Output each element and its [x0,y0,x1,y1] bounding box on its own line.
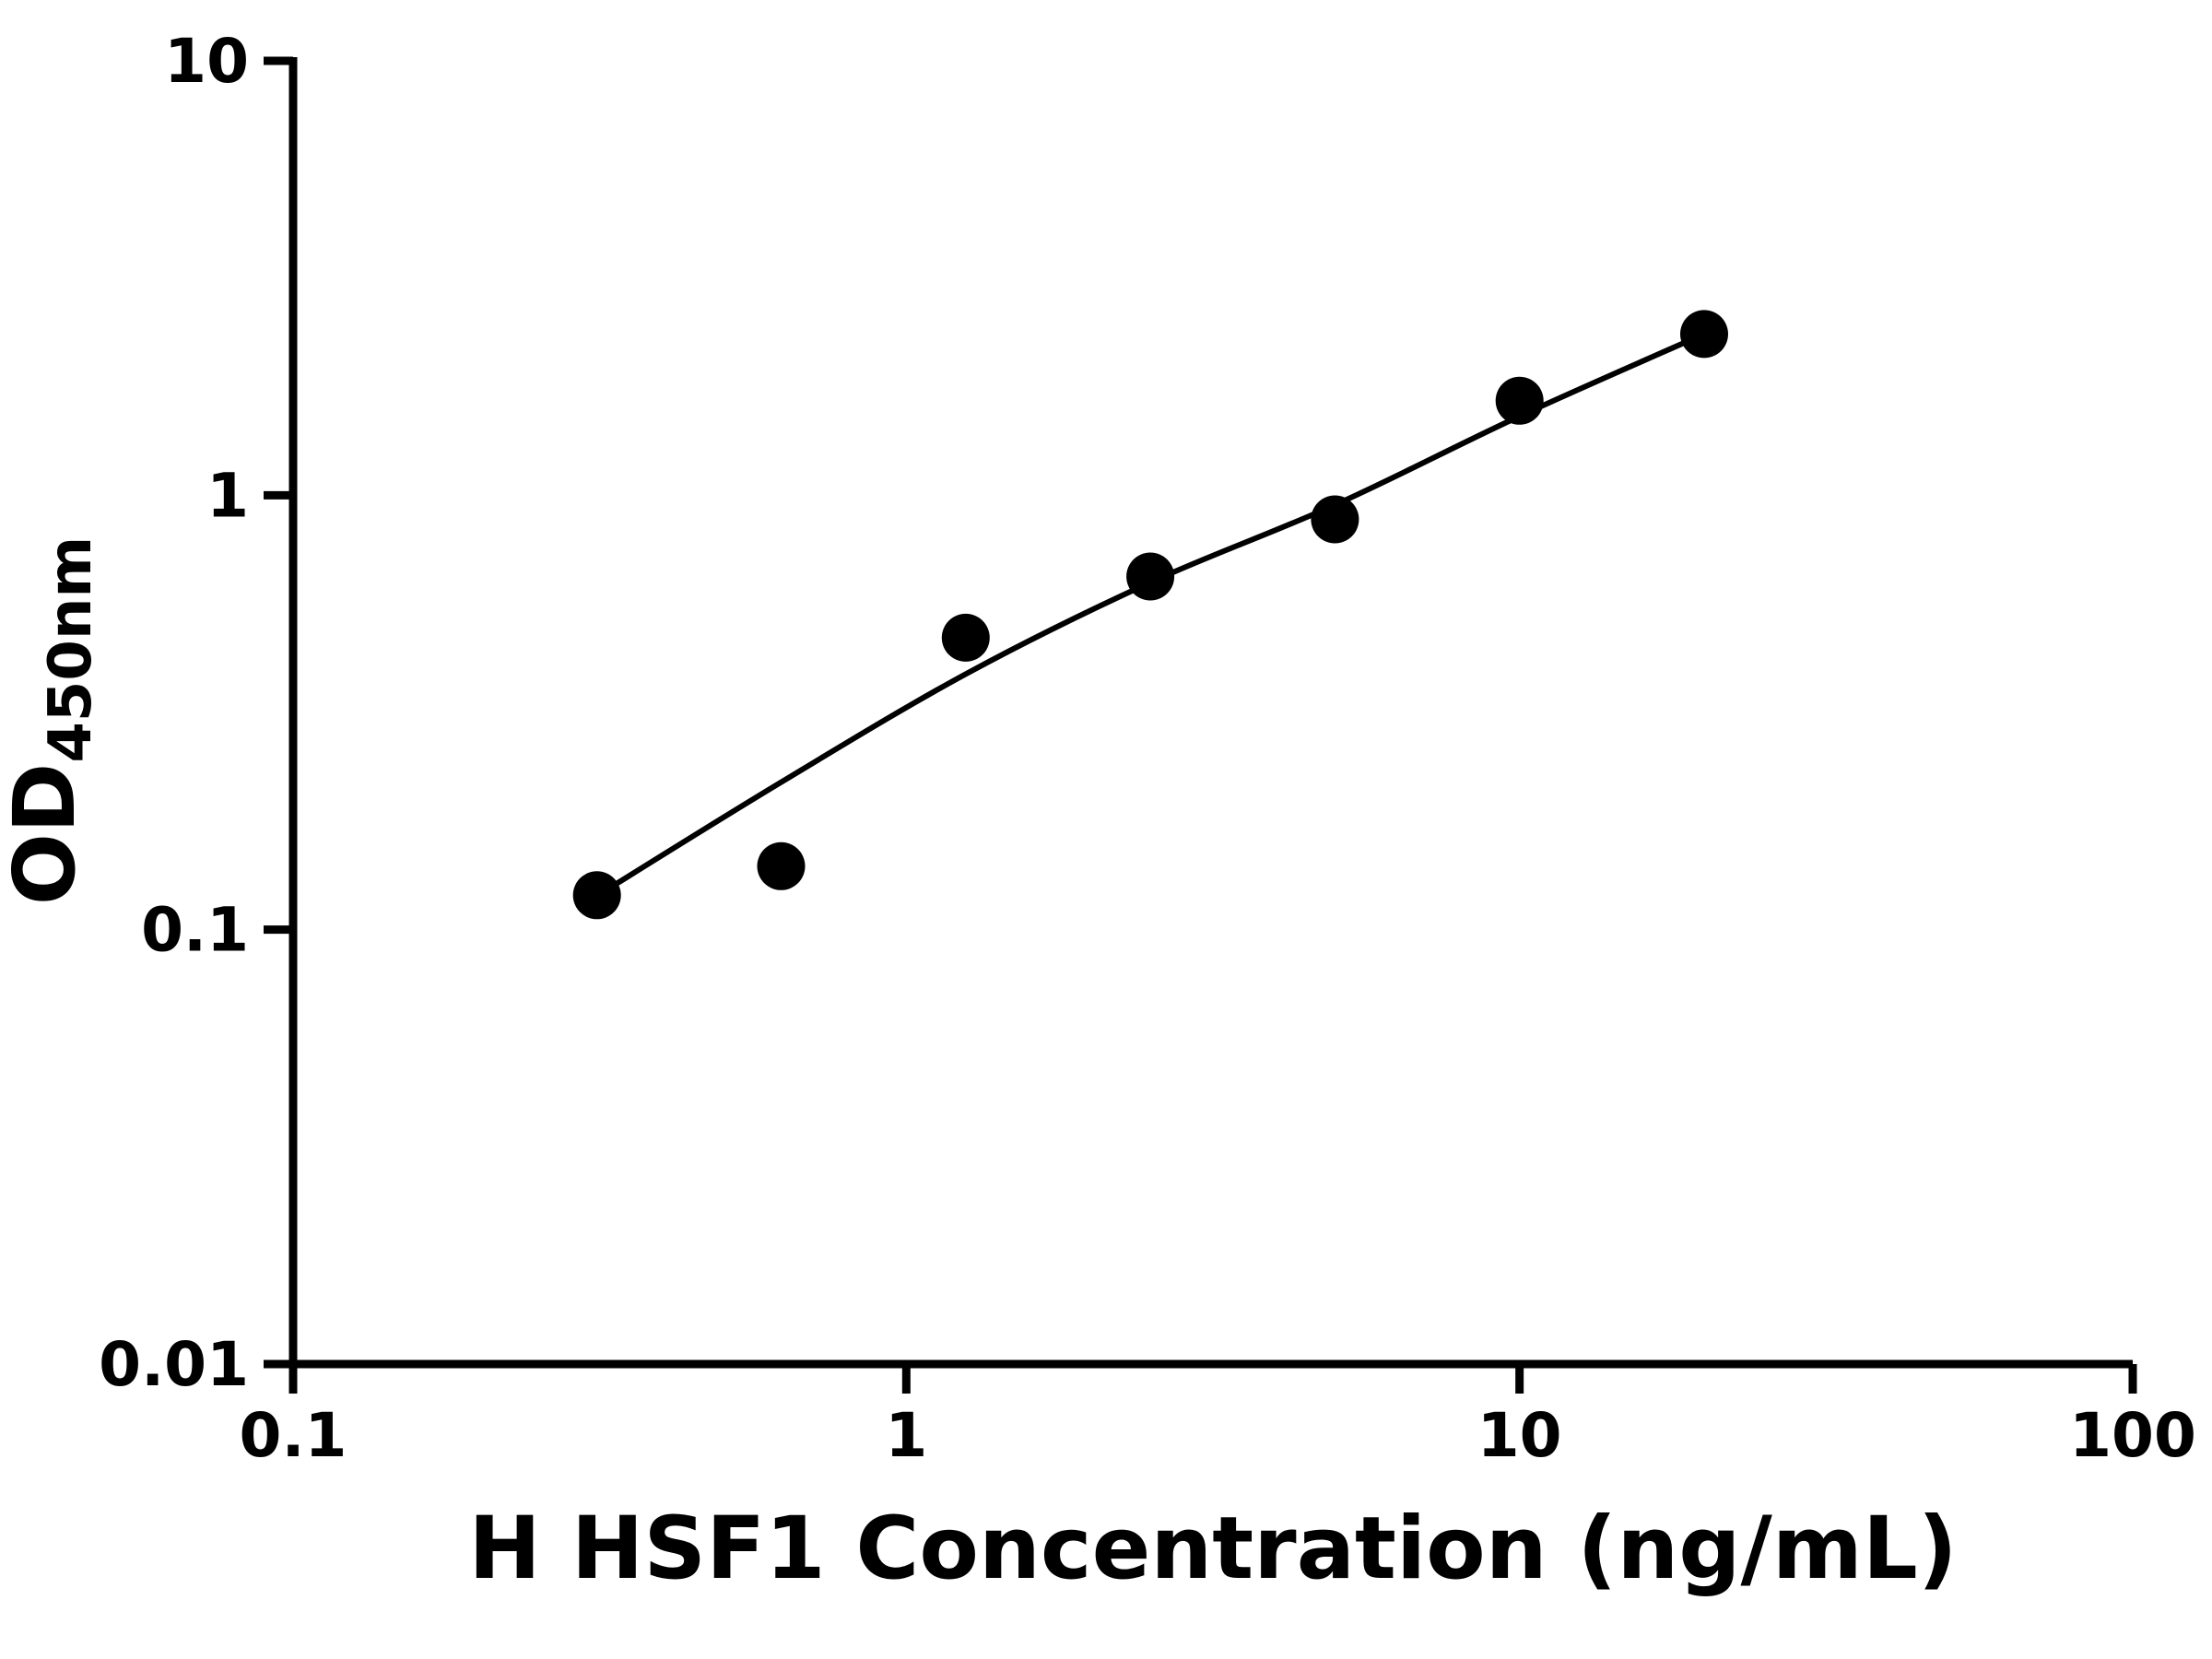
data-point [1680,310,1728,359]
x-tick-label: 100 [2069,1400,2196,1471]
data-point [572,871,621,920]
data-point [1311,495,1359,544]
data-point [1126,552,1175,601]
data-point [1495,376,1544,425]
y-tick-label: 10 [164,26,249,97]
axis-lines [288,57,2133,1369]
x-tick-label: 10 [1477,1400,1562,1471]
fit-curve-layer [601,331,1706,895]
y-tick-label: 0.1 [141,895,249,966]
y-axis-title-main: OD [0,763,94,906]
data-point [941,613,990,662]
y-axis-title: OD450nm [0,536,105,905]
y-tick-label: 0.01 [99,1329,249,1400]
y-tick-label: 1 [206,460,249,531]
x-tick-label: 1 [885,1400,927,1471]
x-axis-title: H HSF1 Concentration (ng/mL) [468,1499,1957,1599]
data-points-layer [572,310,1728,920]
data-point [757,841,806,890]
fit-curve [601,331,1706,895]
x-tick-label: 0.1 [240,1400,347,1471]
y-axis-title-sub: 450nm [37,536,105,763]
